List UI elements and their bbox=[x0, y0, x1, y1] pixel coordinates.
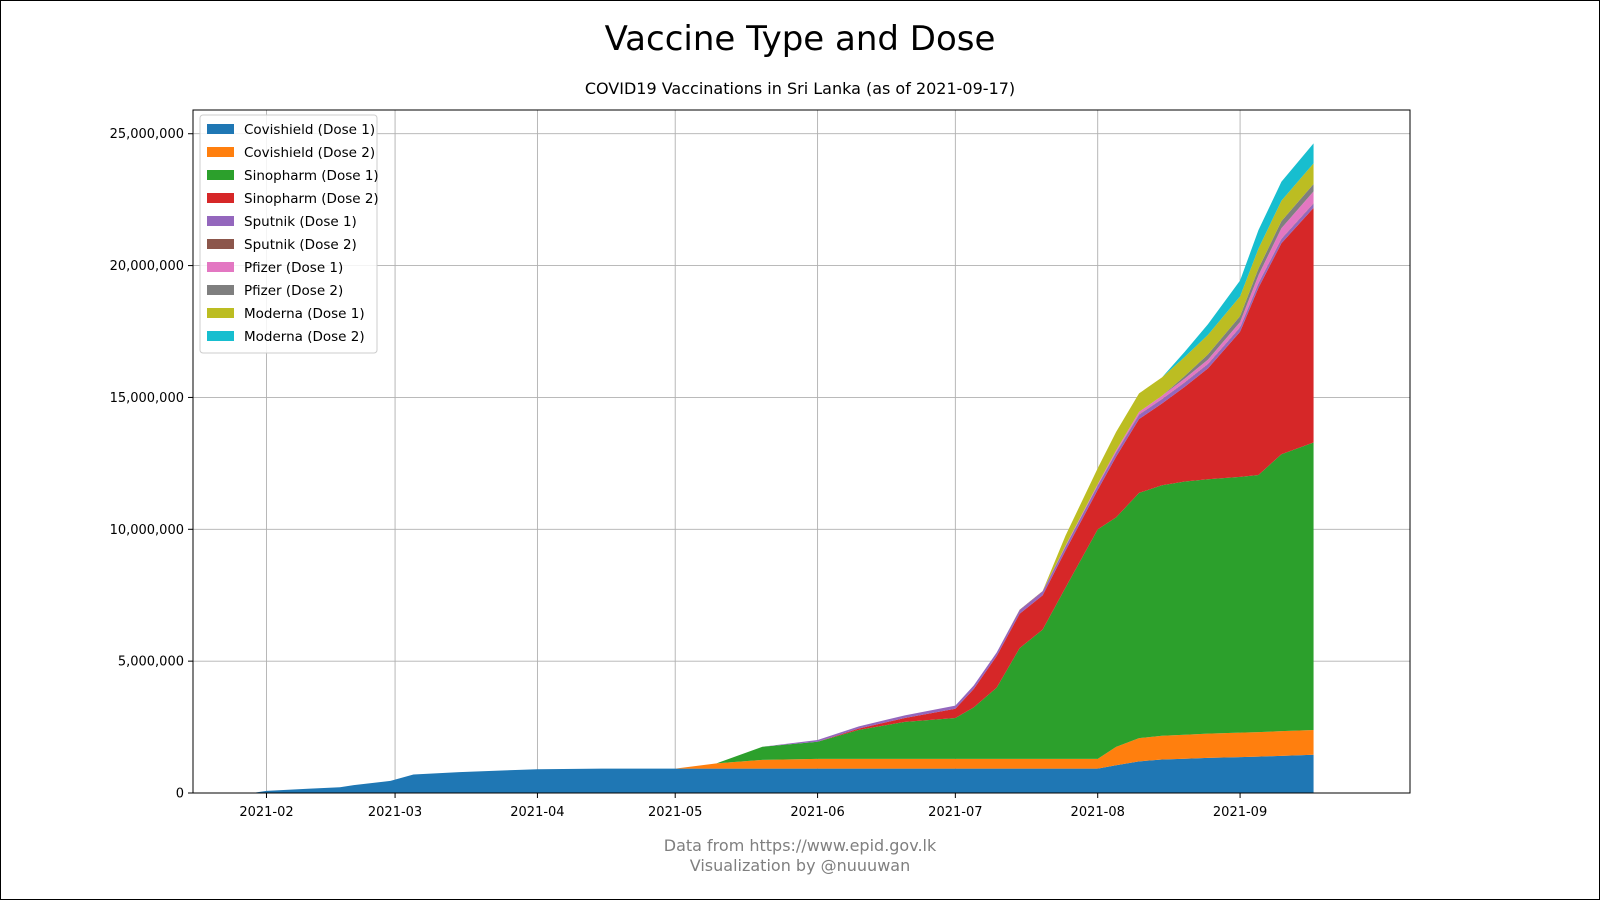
legend-label: Sinopharm (Dose 2) bbox=[244, 191, 379, 207]
x-tick-label: 2021-03 bbox=[368, 805, 422, 820]
x-tick-label: 2021-02 bbox=[239, 805, 293, 820]
footer-credit: Visualization by @nuuuwan bbox=[689, 856, 911, 875]
y-tick-label: 0 bbox=[176, 787, 184, 802]
legend-swatch bbox=[207, 216, 234, 226]
x-tick-label: 2021-06 bbox=[790, 805, 844, 820]
x-tick-label: 2021-07 bbox=[928, 805, 982, 820]
legend-label: Moderna (Dose 2) bbox=[244, 329, 365, 345]
y-tick-label: 5,000,000 bbox=[118, 655, 184, 670]
legend-swatch bbox=[207, 170, 234, 180]
y-tick-label: 10,000,000 bbox=[110, 523, 184, 538]
area-series-2 bbox=[252, 729, 1314, 793]
legend-swatch bbox=[207, 239, 234, 249]
legend-swatch bbox=[207, 262, 234, 272]
x-tick-label: 2021-04 bbox=[510, 805, 564, 820]
area-series-4 bbox=[252, 207, 1314, 794]
legend-label: Sputnik (Dose 2) bbox=[244, 237, 357, 253]
legend-label: Pfizer (Dose 1) bbox=[244, 260, 343, 276]
footer: Data from https://www.epid.gov.lk Visual… bbox=[1, 836, 1599, 876]
y-tick-label: 20,000,000 bbox=[110, 259, 184, 274]
legend-swatch bbox=[207, 147, 234, 157]
legend-label: Sputnik (Dose 1) bbox=[244, 214, 357, 230]
area-series-group bbox=[252, 143, 1314, 794]
legend-swatch bbox=[207, 124, 234, 134]
legend-label: Moderna (Dose 1) bbox=[244, 306, 365, 322]
legend-box bbox=[199, 114, 378, 354]
area-series-1 bbox=[252, 754, 1314, 793]
chart-title: Vaccine Type and Dose bbox=[604, 19, 996, 59]
legend-label: Covishield (Dose 2) bbox=[244, 145, 375, 161]
legend-swatch bbox=[207, 193, 234, 203]
legend-label: Covishield (Dose 1) bbox=[244, 122, 375, 138]
y-tick-label: 25,000,000 bbox=[110, 127, 184, 142]
legend-swatch bbox=[207, 308, 234, 318]
chart-subtitle: COVID19 Vaccinations in Sri Lanka (as of… bbox=[584, 79, 1016, 98]
legend-swatch bbox=[207, 331, 234, 341]
legend: Covishield (Dose 1) Covishield (Dose 2) Si… bbox=[199, 114, 379, 354]
legend-label: Pfizer (Dose 2) bbox=[244, 283, 343, 299]
x-tick-label: 2021-05 bbox=[648, 805, 702, 820]
area-series-3 bbox=[252, 442, 1314, 793]
legend-swatch bbox=[207, 285, 234, 295]
x-tick-label: 2021-08 bbox=[1071, 805, 1125, 820]
footer-source: Data from https://www.epid.gov.lk bbox=[663, 836, 937, 855]
y-tick-label: 15,000,000 bbox=[110, 391, 184, 406]
x-tick-label: 2021-09 bbox=[1213, 805, 1267, 820]
axes-frame bbox=[192, 109, 1411, 794]
legend-label: Sinopharm (Dose 1) bbox=[244, 168, 379, 184]
